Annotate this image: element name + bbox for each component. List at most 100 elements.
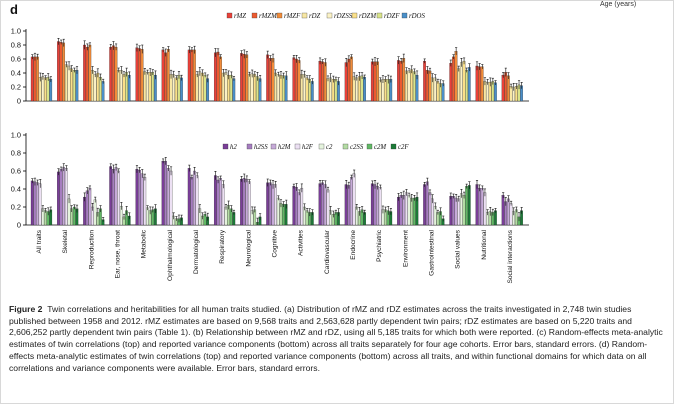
bar-rMZF <box>193 49 196 102</box>
bar-h2 <box>187 168 191 226</box>
bar-c2 <box>459 193 463 226</box>
bar-h2 <box>292 186 296 226</box>
bar-h2SS <box>190 177 194 226</box>
bar-h2 <box>449 196 453 226</box>
bar-rMZM <box>216 51 220 102</box>
bar-rDZSS <box>486 81 489 102</box>
bar-h2SS <box>321 182 324 226</box>
bar-h2M <box>114 167 118 226</box>
legend-swatch-rDZF <box>376 12 383 19</box>
bar-rMZ <box>30 56 34 102</box>
bar-rMZM <box>111 45 115 102</box>
bar-rMZ <box>266 54 269 102</box>
bar-h2M <box>428 192 432 226</box>
bar-rDZF <box>412 71 416 102</box>
legend-label-c2: c2 <box>326 144 333 151</box>
bar-rMZ <box>423 60 426 102</box>
legend-swatch-h2F <box>294 143 301 150</box>
category-label: Dermatological <box>193 229 200 274</box>
bar-rDOS <box>127 74 131 102</box>
bar-h2F <box>274 184 277 226</box>
bar-rDZM <box>305 77 309 102</box>
bar-rDZSS <box>224 72 228 102</box>
bar-rDZSS <box>41 76 45 102</box>
bar-rDZF <box>229 74 233 102</box>
bar-rDZSS <box>355 77 359 102</box>
bar-rMZF <box>402 58 406 102</box>
bar-h2F <box>143 177 147 226</box>
bar-rMZF <box>140 49 144 102</box>
bar-rDZSS <box>250 73 254 102</box>
bar-rDZM <box>462 60 466 102</box>
bar-rDZ <box>221 72 225 102</box>
bar-c2M <box>72 206 76 226</box>
caption-text: Twin correlations and heritabilities for… <box>9 304 663 373</box>
bar-rDZM <box>148 72 152 102</box>
bar-rMZM <box>478 66 481 102</box>
bar-h2F <box>378 187 382 226</box>
bar-h2SS <box>138 169 141 226</box>
bar-rDZSS <box>67 65 71 102</box>
bar-rMZF <box>480 66 484 102</box>
bar-h2 <box>370 183 374 226</box>
bar-h2 <box>161 160 165 226</box>
bar-rDOS <box>363 77 366 102</box>
bar-rMZ <box>240 53 243 102</box>
bar-rMZM <box>347 58 351 102</box>
bar-h2F <box>64 168 68 226</box>
bar-rMZF <box>454 51 458 102</box>
bar-h2SS <box>59 169 63 226</box>
bar-rMZM <box>85 46 89 102</box>
bar-rDZ <box>405 70 408 102</box>
bar-c2SS <box>410 197 413 226</box>
bar-rMZF <box>36 56 39 102</box>
bar-rMZ <box>213 52 217 102</box>
bar-rDZSS <box>146 72 149 102</box>
legend-swatch-c2M <box>366 143 373 150</box>
bar-rMZF <box>323 62 327 102</box>
legend-label-rDZSS: rDZSS <box>334 13 353 20</box>
bar-rMZM <box>190 49 194 102</box>
bar-rDZF <box>334 79 338 102</box>
bar-rDZ <box>117 70 120 102</box>
legend-swatch-c2SS <box>342 143 349 150</box>
legend-swatch-rMZM <box>251 12 258 19</box>
bar-rDZM <box>279 74 283 102</box>
bar-h2F <box>248 181 251 226</box>
bar-rMZM <box>268 58 272 102</box>
bar-rMZM <box>321 61 324 102</box>
bar-rDZ <box>457 68 461 102</box>
y-tick-label: 0.4 <box>11 185 21 194</box>
legend-label-h2SS: h2SS <box>254 144 268 151</box>
bar-rDZ <box>64 64 68 102</box>
bar-rMZ <box>344 62 348 102</box>
category-label: Reproduction <box>88 230 95 270</box>
bar-rMZF <box>114 46 118 102</box>
y-tick-label: 1.0 <box>11 131 21 140</box>
bar-rDZSS <box>459 62 463 102</box>
legend-label-rDZF: rDZF <box>384 13 400 20</box>
bar-rDOS <box>310 81 314 102</box>
legend-swatch-rMZF <box>276 12 283 19</box>
bar-h2M <box>166 168 170 226</box>
bar-h2SS <box>399 195 403 226</box>
bar-rDOS <box>232 78 236 102</box>
bar-h2SS <box>111 169 115 226</box>
bar-rMZ <box>475 65 479 102</box>
bar-rMZF <box>245 54 249 102</box>
bar-rDZ <box>195 74 199 102</box>
bar-rMZM <box>452 56 455 102</box>
bar-rDZF <box>282 75 285 102</box>
bar-h2F <box>38 183 42 226</box>
bar-rDZF <box>203 74 207 102</box>
legend-swatch-h2 <box>222 143 229 150</box>
y-tick-label: 0.2 <box>11 203 21 212</box>
bar-rMZF <box>166 49 170 102</box>
category-label: Activities <box>298 229 305 256</box>
bar-rDZSS <box>276 74 280 102</box>
bar-rMZ <box>397 60 400 102</box>
caption-head: Figure 2 <box>9 304 43 314</box>
y-tick-label: 0.6 <box>11 55 21 64</box>
legend-swatch-h2M <box>270 143 277 150</box>
bar-rDOS <box>75 70 79 102</box>
